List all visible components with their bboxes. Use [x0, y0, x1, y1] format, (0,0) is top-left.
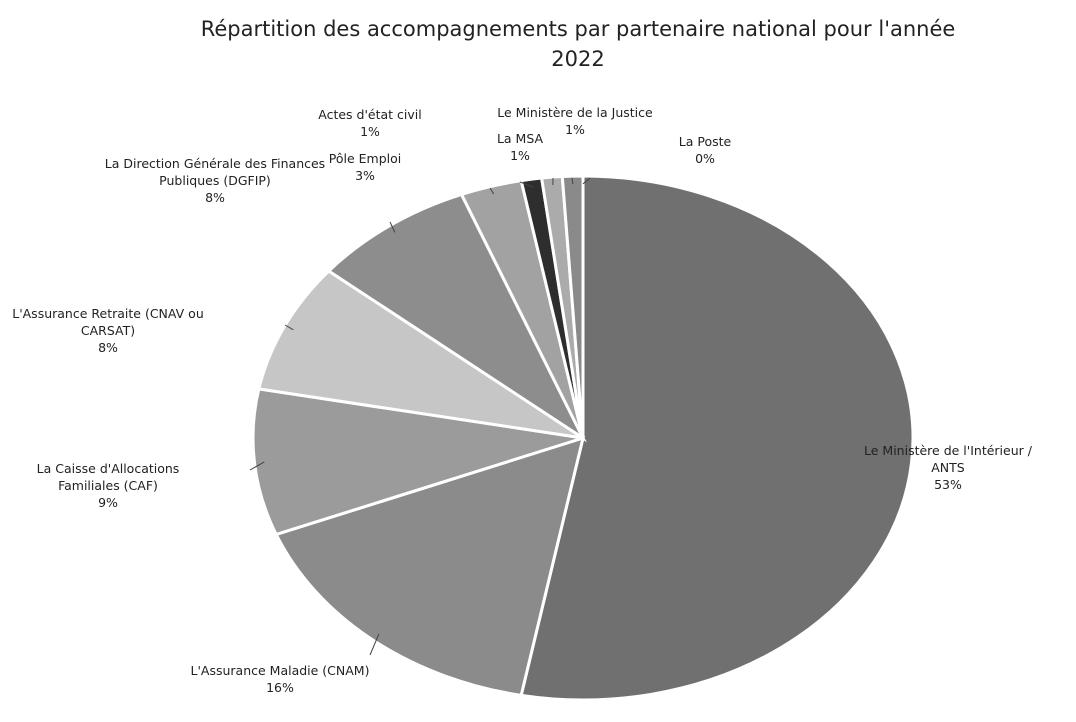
chart-title: Répartition des accompagnements par part… — [200, 17, 956, 71]
leader-line — [489, 187, 495, 195]
pie-slice — [251, 387, 584, 537]
leader-line — [369, 633, 380, 656]
data-label: L'Assurance Maladie (CNAM) 16% — [180, 662, 380, 696]
value-label: 9% — [98, 495, 118, 510]
category-label: Le Ministère de l'Intérieur / ANTS — [864, 443, 1032, 475]
category-label: La Direction Générale des Finances Publi… — [104, 156, 326, 188]
category-label: Actes d'état civil — [318, 107, 422, 122]
data-label: Le Ministère de l'Intérieur / ANTS 53% — [863, 442, 1033, 493]
value-label: 8% — [98, 340, 118, 355]
pie-slice — [257, 269, 584, 440]
pie-slice — [519, 174, 915, 702]
category-label: Pôle Emploi — [328, 151, 402, 166]
category-label: Le Ministère de la Justice — [497, 105, 653, 120]
category-label: La Poste — [678, 134, 732, 149]
data-label: Le Ministère de la Justice 1% — [465, 104, 685, 138]
leader-line — [249, 461, 265, 471]
value-label: 1% — [510, 148, 530, 163]
data-label: La Direction Générale des Finances Publi… — [100, 155, 330, 206]
leader-line — [389, 221, 396, 233]
leader-line — [582, 177, 591, 185]
category-label: L'Assurance Maladie (CNAM) — [190, 663, 370, 678]
value-label: 53% — [934, 477, 962, 492]
leader-line — [571, 177, 574, 185]
data-label: La MSA 1% — [485, 130, 555, 164]
data-label: Pôle Emploi 3% — [305, 150, 425, 184]
data-label: Actes d'état civil 1% — [290, 106, 450, 140]
category-label: L'Assurance Retraite (CNAV ou CARSAT) — [12, 306, 204, 338]
pie-slice — [326, 192, 587, 443]
data-label: L'Assurance Retraite (CNAV ou CARSAT) 8% — [8, 305, 208, 356]
leader-line — [519, 181, 534, 188]
value-label: 0% — [695, 151, 715, 166]
value-label: 8% — [205, 190, 225, 205]
data-label: La Caisse d'Allocations Familiales (CAF)… — [8, 460, 208, 511]
data-label: La Poste 0% — [665, 133, 745, 167]
value-label: 3% — [355, 168, 375, 183]
value-label: 1% — [565, 122, 585, 137]
pie-slice — [274, 435, 586, 698]
value-label: 1% — [360, 124, 380, 139]
category-label: La MSA — [496, 131, 544, 146]
leader-line — [284, 324, 294, 331]
value-label: 16% — [266, 680, 294, 695]
category-label: La Caisse d'Allocations Familiales (CAF) — [36, 461, 180, 493]
